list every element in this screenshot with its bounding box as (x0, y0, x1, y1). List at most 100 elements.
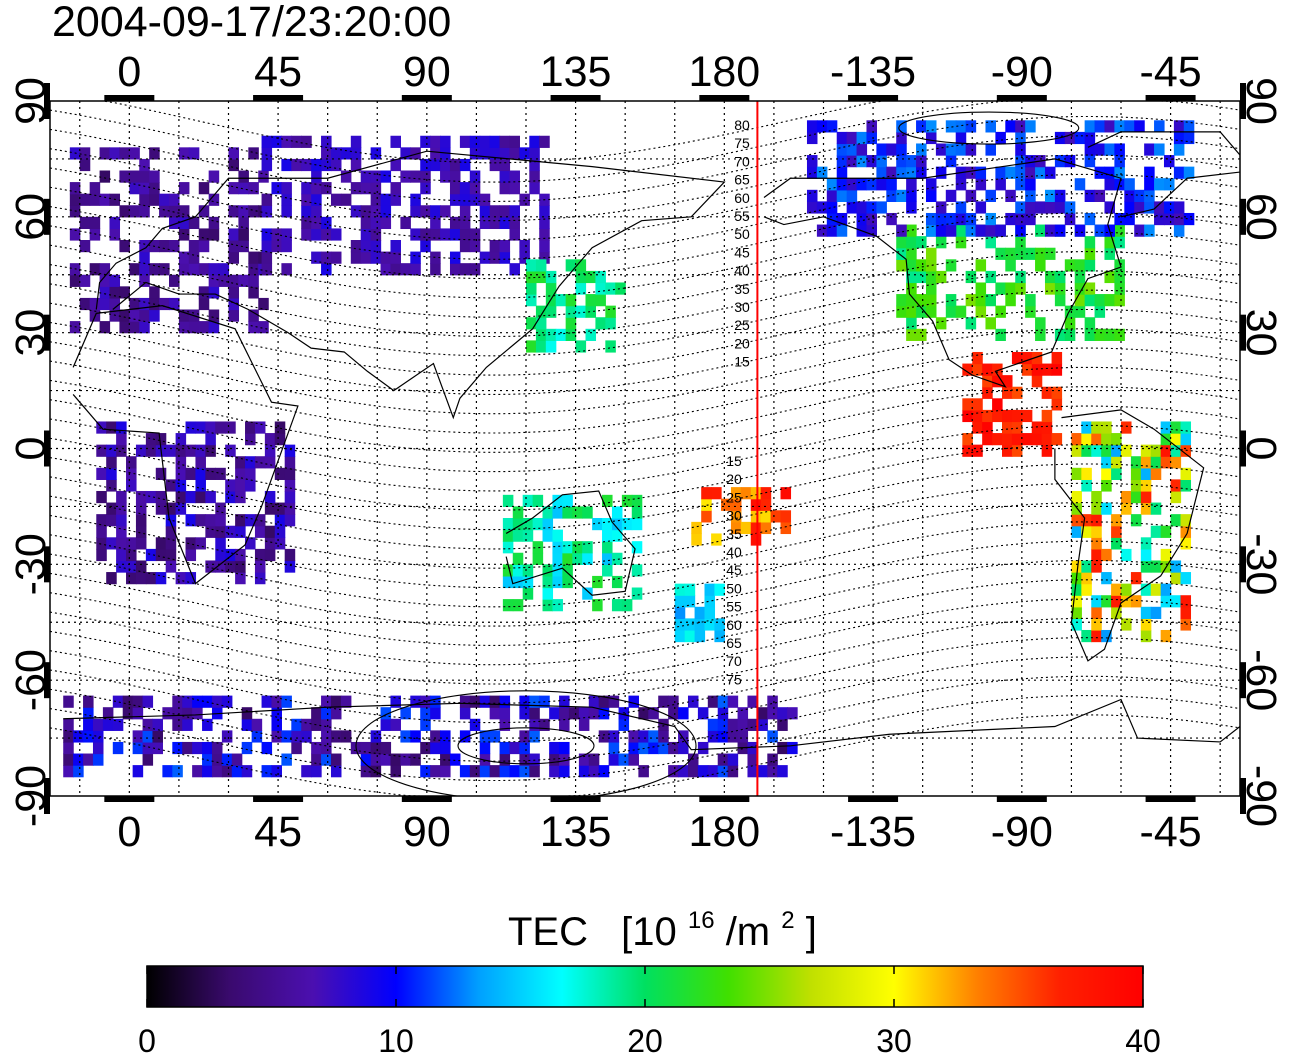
contour-line (50, 675, 1240, 762)
colorbar-title: TEC [10 16 /m 2 ] (508, 893, 817, 954)
left-axis-label: -30 (7, 533, 55, 595)
frame-tick (104, 796, 155, 802)
colorbar-unit-close: ] (806, 910, 817, 954)
colorbar-tick-label: 20 (627, 1023, 663, 1057)
frame-tick (44, 83, 50, 119)
contour-label: 70 (734, 153, 750, 169)
contour-label: 20 (734, 335, 750, 351)
bottom-axis-label: -45 (1140, 808, 1202, 856)
tec-region-europe (69, 147, 269, 334)
contour-line (50, 193, 1240, 280)
colorbar-unit-mid: /m (726, 910, 770, 954)
frame-tick (1145, 796, 1196, 802)
colorbar-tick-label: 0 (138, 1023, 156, 1057)
contour-label: 35 (734, 281, 750, 297)
contour-line (50, 617, 1240, 704)
frame-tick (44, 662, 50, 699)
bottom-axis-label: 90 (403, 808, 451, 856)
left-axis-label: -90 (7, 765, 55, 827)
contour-line (50, 656, 1240, 743)
contour-line (50, 101, 1240, 164)
contour-label: 45 (734, 244, 750, 260)
bottom-axis-labels: 0 45 90 135 180 -135 -90 -45 (117, 808, 1201, 856)
contour-line (50, 579, 1240, 666)
contour-line (50, 521, 1240, 608)
contour-label: 60 (734, 190, 750, 206)
contour-label: 25 (726, 489, 742, 505)
contour-line (50, 115, 1240, 202)
magnetic-pole-contour (355, 690, 697, 796)
contour-label: 35 (726, 526, 742, 542)
contour-line (50, 328, 1240, 415)
coast-south-america (1054, 409, 1205, 662)
contour-label-layer: 80 75 70 65 60 55 50 45 40 35 30 25 20 15 15 20 25 30 35 40… (726, 117, 750, 687)
frame-tick (550, 796, 601, 802)
tec-region-africa (96, 421, 296, 585)
magnetic-pole-contour (457, 727, 595, 765)
contour-label: 80 (734, 117, 750, 133)
top-axis-label: -135 (830, 48, 916, 96)
graticule (50, 101, 1240, 796)
top-axis-label: -90 (991, 48, 1053, 96)
contour-label: 70 (726, 653, 742, 669)
top-axis-labels: 0 45 90 135 180 -135 -90 -45 (117, 48, 1201, 96)
contour-label: 30 (734, 299, 750, 315)
coast-north-america (763, 158, 1122, 388)
frame-tick (253, 95, 304, 101)
contour-line (50, 231, 1240, 318)
contour-line (50, 347, 1240, 434)
top-axis-label: 90 (403, 48, 451, 96)
contour-label: 60 (726, 617, 742, 633)
contour-line (50, 463, 1240, 550)
contour-label: 65 (726, 635, 742, 651)
right-axis-label: -30 (1237, 533, 1285, 595)
left-axis-label: 60 (7, 193, 55, 241)
right-axis-label: -90 (1237, 765, 1285, 827)
frame-tick (44, 546, 50, 583)
tec-region-north-america (896, 224, 1125, 341)
contour-line (50, 135, 1240, 222)
contour-label: 25 (734, 317, 750, 333)
bottom-axis-label: -135 (830, 808, 916, 856)
contour-label: 45 (726, 562, 742, 578)
frame-tick (1240, 83, 1246, 119)
contour-line (50, 482, 1240, 569)
coastline-layer (63, 131, 1240, 751)
magnetic-latitude-contours (50, 101, 1240, 796)
contour-label: 40 (734, 263, 750, 279)
magnetic-pole-contour (898, 111, 1080, 145)
right-axis-label: 30 (1237, 309, 1285, 357)
contour-line (50, 366, 1240, 453)
frame-tick (44, 430, 50, 467)
contour-line (50, 598, 1240, 685)
frame-tick (699, 95, 750, 101)
colorbar-tick-label: 40 (1125, 1023, 1161, 1057)
colorbar-unit-open: [10 (621, 910, 677, 954)
contour-line (50, 386, 1240, 473)
coast-antarctica (63, 698, 1240, 751)
bottom-axis-label: 180 (688, 808, 760, 856)
frame-tick (401, 95, 452, 101)
figure-title: 2004-09-17/23:20:00 (52, 0, 451, 46)
coast-australia (505, 490, 636, 596)
contour-label: 15 (726, 453, 742, 469)
contour-line (50, 714, 1240, 796)
left-axis-label: 30 (7, 309, 55, 357)
frame-tick (44, 778, 50, 814)
frame-tick (44, 198, 50, 235)
contour-line (50, 270, 1240, 357)
tec-region-central-america (962, 351, 1063, 457)
tec-region-russia (261, 135, 550, 276)
contour-label: 20 (726, 471, 742, 487)
frame-tick (699, 796, 750, 802)
contour-label: 65 (734, 172, 750, 188)
coast-eurasia (95, 150, 726, 420)
top-axis-label: 45 (254, 48, 302, 96)
contour-label: 15 (734, 354, 750, 370)
contour-line (50, 502, 1240, 589)
right-axis-label: 0 (1237, 437, 1285, 461)
top-axis-label: -45 (1140, 48, 1202, 96)
contour-label: 50 (734, 226, 750, 242)
bottom-axis-label: 135 (540, 808, 612, 856)
frame-tick (550, 95, 601, 101)
